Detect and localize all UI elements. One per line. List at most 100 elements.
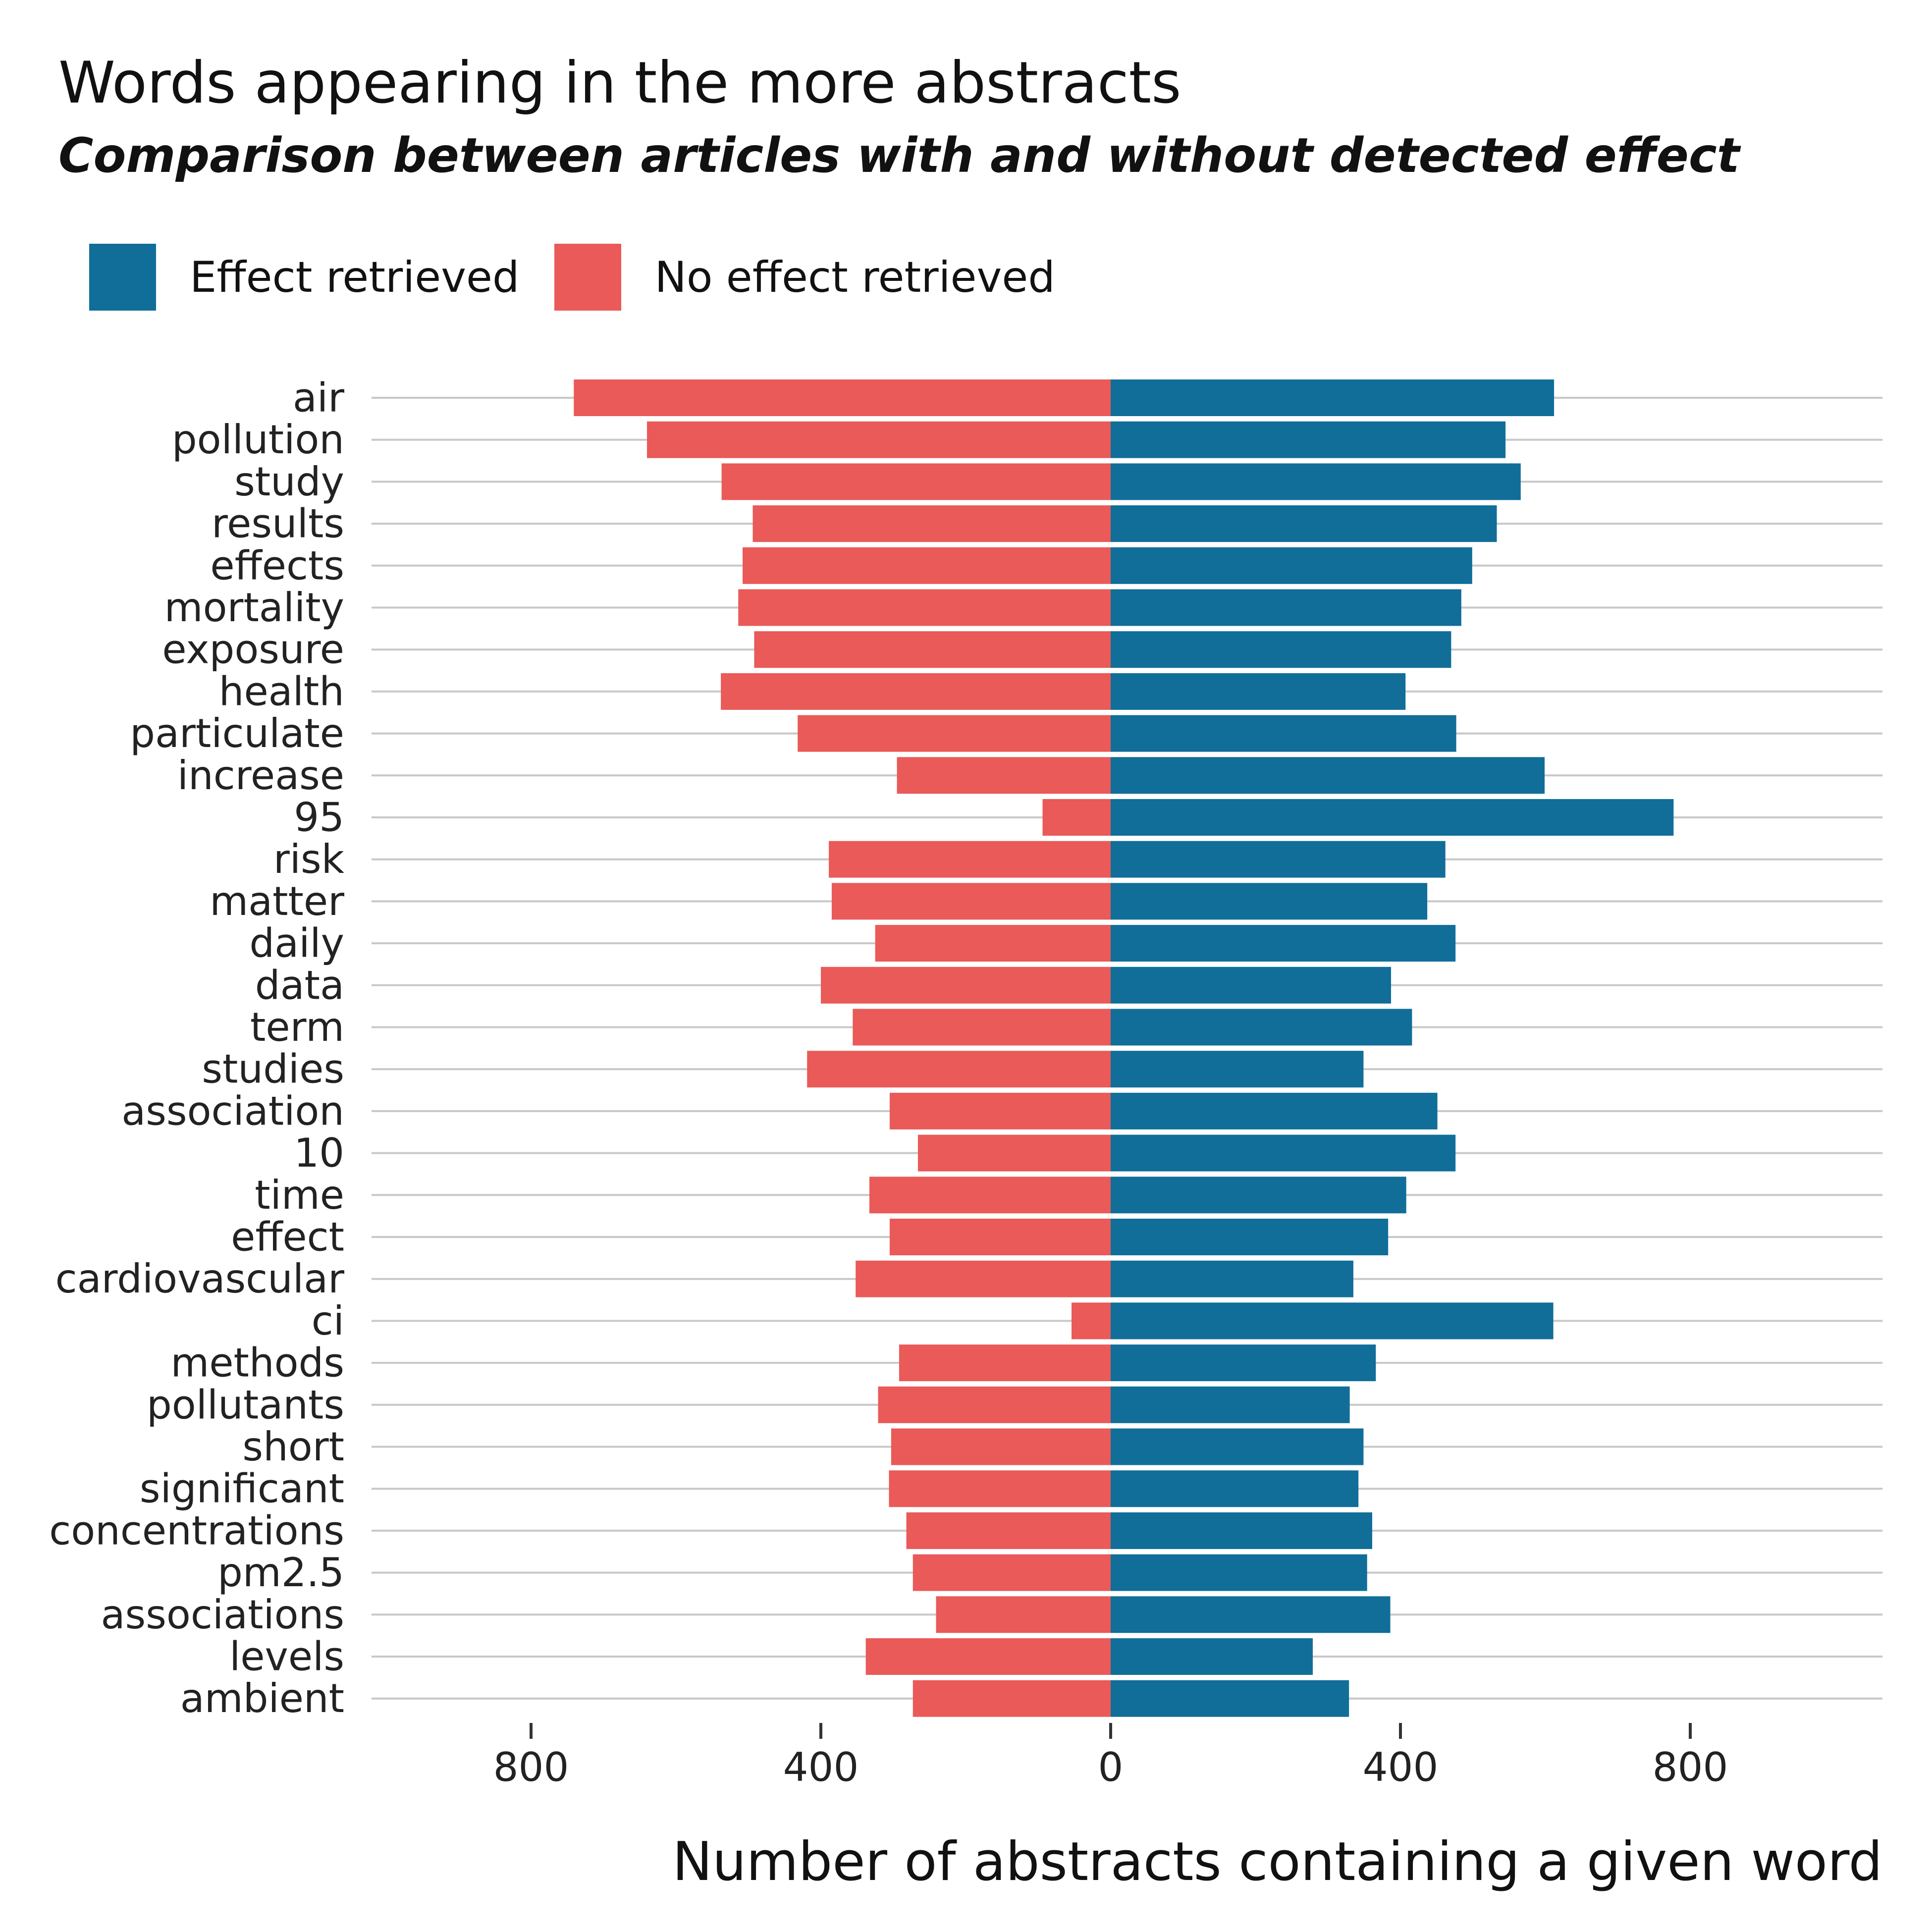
bar-no-effect-significant: [889, 1470, 1111, 1507]
bar-no-effect-term: [853, 1009, 1111, 1046]
bars: [574, 379, 1674, 1717]
y-tick-label: pm2.5: [217, 1550, 344, 1596]
chart-title: Words appearing in the more abstracts: [58, 50, 1181, 116]
x-axis-title: Number of abstracts containing a given w…: [672, 1831, 1882, 1893]
bar-no-effect-data: [821, 966, 1111, 1004]
bar-no-effect-matter: [831, 883, 1111, 920]
bar-no-effect-95: [1042, 799, 1111, 836]
bar-effect-time: [1111, 1177, 1406, 1214]
bar-effect-increase: [1111, 757, 1545, 794]
bar-effect-effect: [1111, 1219, 1389, 1255]
bar-effect-exposure: [1111, 631, 1451, 668]
bar-effect-daily: [1111, 925, 1456, 962]
legend-item-effect: Effect retrieved: [89, 244, 520, 311]
bar-effect-mortality: [1111, 589, 1461, 626]
bar-effect-ci: [1111, 1302, 1554, 1340]
legend-item-no-effect: No effect retrieved: [554, 244, 1055, 311]
y-tick-label: study: [234, 459, 344, 505]
y-tick-label: exposure: [162, 627, 344, 673]
bar-no-effect-10: [917, 1134, 1111, 1172]
bar-no-effect-air: [574, 379, 1111, 416]
y-tick-label: ci: [312, 1298, 344, 1344]
bar-no-effect-methods: [899, 1344, 1111, 1382]
y-tick-label: studies: [202, 1046, 344, 1092]
y-tick-label: effects: [210, 542, 344, 589]
y-tick-label: short: [242, 1424, 344, 1470]
y-tick-label: particulate: [130, 710, 344, 756]
bar-effect-air: [1111, 379, 1555, 416]
bar-effect-effects: [1111, 547, 1472, 584]
bar-no-effect-pm2.5: [912, 1554, 1111, 1591]
bar-effect-term: [1111, 1009, 1412, 1046]
bar-no-effect-results: [752, 505, 1111, 542]
bar-effect-short: [1111, 1428, 1364, 1465]
bar-effect-significant: [1111, 1470, 1359, 1507]
bar-effect-health: [1111, 673, 1406, 710]
bar-no-effect-exposure: [754, 631, 1111, 668]
bar-no-effect-ci: [1072, 1302, 1111, 1340]
bar-effect-pollutants: [1111, 1386, 1350, 1423]
bar-effect-levels: [1111, 1638, 1313, 1675]
bar-effect-particulate: [1111, 715, 1456, 752]
bar-no-effect-pollutants: [878, 1386, 1111, 1423]
bar-effect-data: [1111, 966, 1391, 1004]
bar-no-effect-time: [869, 1177, 1111, 1214]
y-tick-label: data: [255, 962, 344, 1008]
bar-effect-pm2.5: [1111, 1554, 1367, 1591]
bar-effect-associations: [1111, 1596, 1391, 1633]
bar-no-effect-short: [891, 1428, 1111, 1465]
y-tick-label: matter: [210, 878, 344, 924]
y-tick-label: term: [250, 1004, 344, 1050]
bar-effect-cardiovascular: [1111, 1260, 1353, 1297]
y-tick-label: daily: [249, 920, 344, 966]
x-tick-label: 800: [1653, 1744, 1728, 1790]
y-tick-label: effect: [231, 1214, 344, 1260]
y-tick-labels: airpollutionstudyresultseffectsmortality…: [49, 375, 344, 1722]
bar-effect-methods: [1111, 1344, 1376, 1382]
bar-effect-pollution: [1111, 421, 1506, 458]
y-tick-label: ambient: [180, 1675, 344, 1721]
bar-effect-study: [1111, 463, 1521, 500]
bar-effect-results: [1111, 505, 1497, 542]
bar-no-effect-studies: [807, 1051, 1111, 1088]
y-tick-label: methods: [170, 1340, 344, 1386]
y-tick-label: significant: [140, 1466, 344, 1512]
y-tick-label: cardiovascular: [55, 1256, 344, 1302]
x-axis: 800 400 0 400 800: [493, 1723, 1728, 1790]
bar-effect-concentrations: [1111, 1512, 1372, 1549]
bar-no-effect-ambient: [912, 1680, 1111, 1717]
x-tick-label: 800: [493, 1744, 569, 1790]
legend-swatch-effect: [89, 244, 156, 311]
y-tick-label: mortality: [164, 585, 344, 631]
y-tick-label: results: [212, 501, 344, 547]
chart-subtitle: Comparison between articles with and wit…: [58, 128, 1740, 183]
bar-effect-matter: [1111, 883, 1428, 920]
bar-no-effect-health: [721, 673, 1111, 710]
bar-effect-risk: [1111, 841, 1446, 878]
bar-no-effect-concentrations: [906, 1512, 1111, 1549]
bar-no-effect-effects: [743, 547, 1111, 584]
legend-label-no-effect: No effect retrieved: [654, 252, 1055, 302]
y-tick-label: association: [121, 1088, 344, 1134]
x-tick-label: 0: [1098, 1744, 1124, 1790]
bar-effect-association: [1111, 1092, 1438, 1129]
bar-no-effect-mortality: [738, 589, 1111, 626]
bar-no-effect-effect: [889, 1219, 1111, 1255]
y-tick-label: pollution: [172, 417, 344, 463]
y-tick-label: associations: [101, 1592, 344, 1638]
legend: Effect retrieved No effect retrieved: [89, 244, 1090, 311]
x-tick-label: 400: [783, 1744, 859, 1790]
y-tick-label: increase: [177, 752, 344, 799]
y-tick-label: levels: [229, 1634, 344, 1680]
bar-effect-10: [1111, 1134, 1456, 1172]
y-tick-label: air: [293, 375, 344, 421]
bar-no-effect-daily: [875, 925, 1111, 962]
y-tick-label: time: [255, 1172, 344, 1218]
y-tick-label: concentrations: [49, 1507, 344, 1554]
y-tick-label: health: [219, 668, 344, 714]
bar-no-effect-risk: [829, 841, 1111, 878]
y-tick-label: pollutants: [147, 1382, 344, 1428]
bar-no-effect-association: [889, 1092, 1111, 1129]
bar-no-effect-study: [721, 463, 1111, 500]
